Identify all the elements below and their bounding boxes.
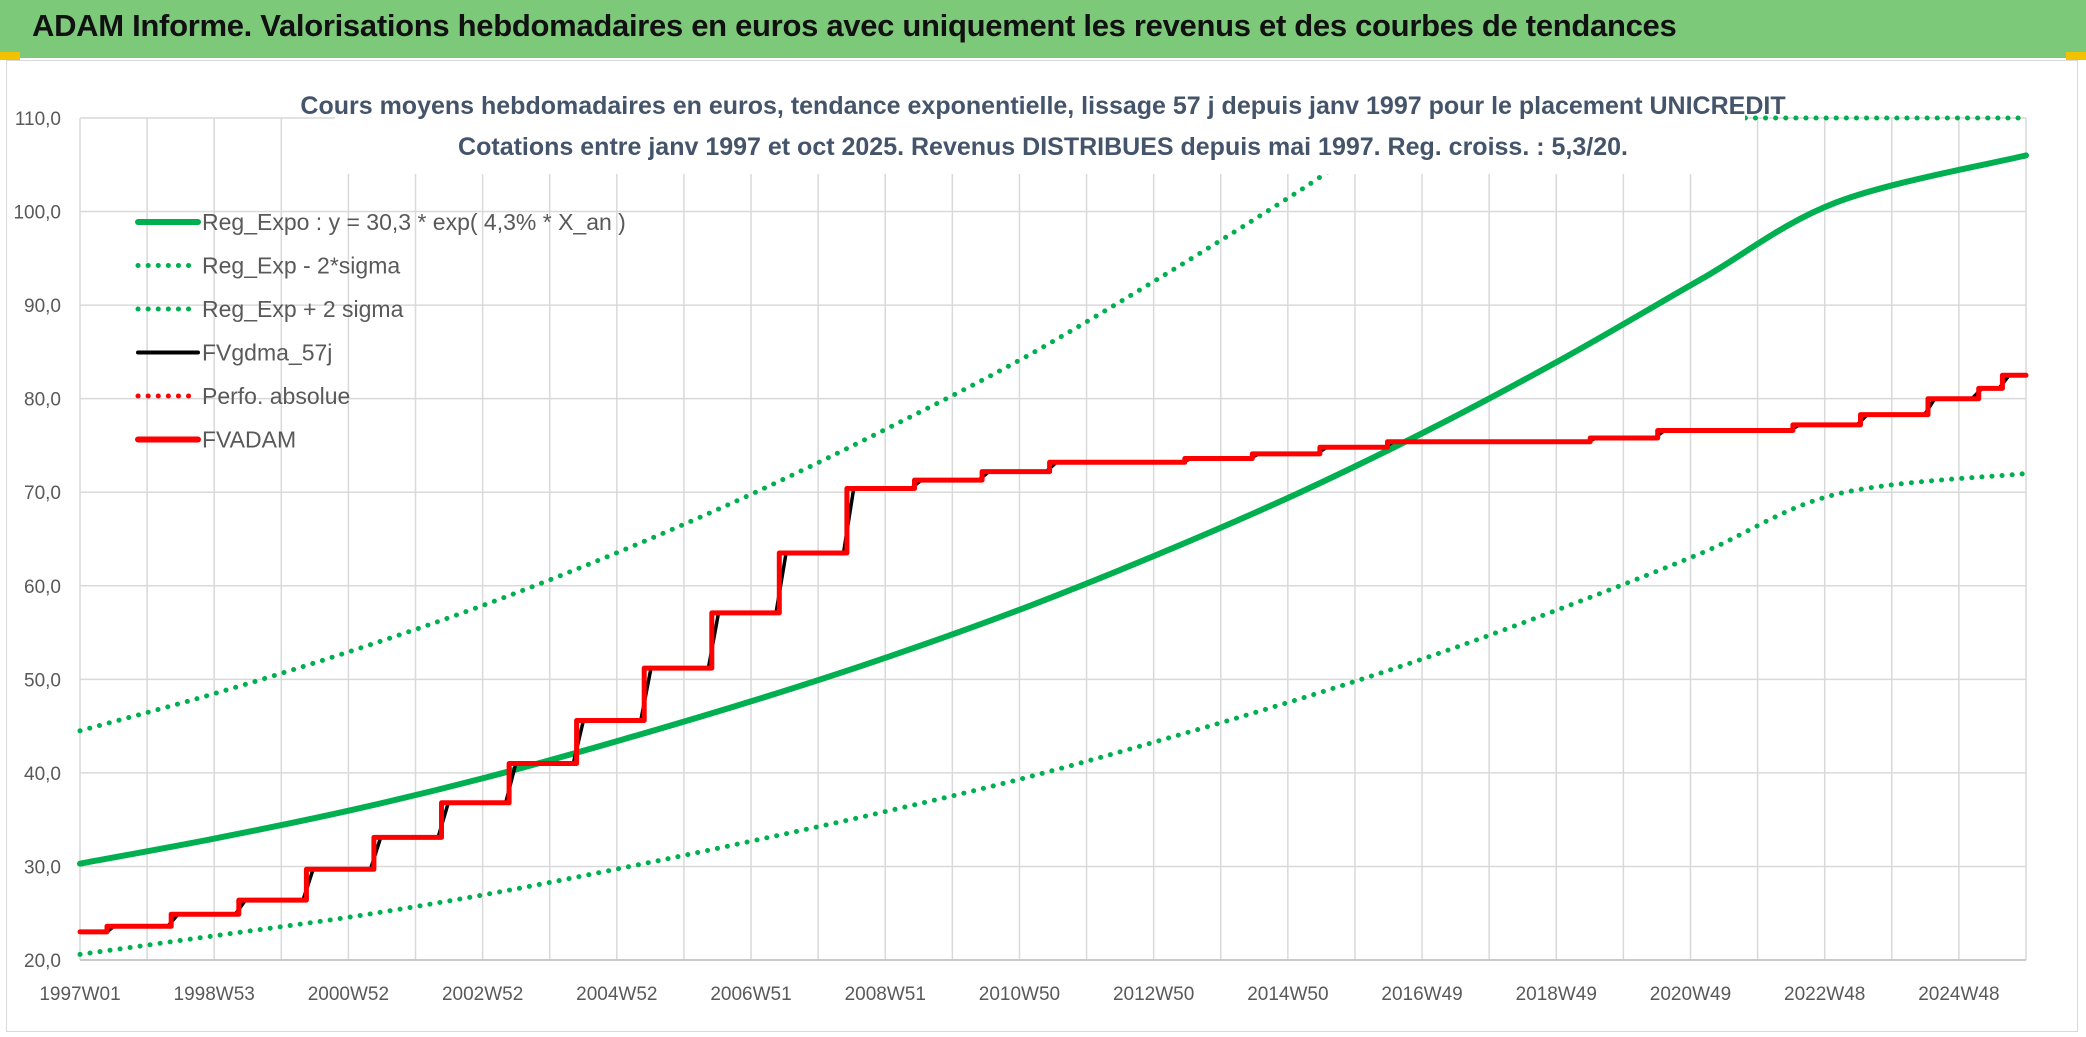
y-tick-label: 50,0: [24, 670, 61, 691]
y-tick-label: 40,0: [24, 764, 61, 785]
chart-title-line1: Cours moyens hebdomadaires en euros, ten…: [300, 92, 1785, 120]
series-layer: [77, 115, 2029, 957]
series-line-1: [77, 152, 2029, 867]
y-axis: 20,0 30,0 40,0 50,0 60,0 70,0 80,0 90,0 100,0 110…: [13, 109, 61, 972]
x-tick-label: 2012W50: [1113, 984, 1194, 1005]
x-tick-label: 2008W51: [845, 984, 926, 1005]
legend-label-3: Reg_Exp + 2 sigma: [202, 296, 404, 322]
y-tick-label: 70,0: [24, 483, 61, 504]
y-tick-label: 60,0: [24, 577, 61, 598]
y-tick-label: 110,0: [15, 109, 61, 130]
corner-marker-left: [0, 52, 20, 60]
y-tick-label: 90,0: [24, 296, 61, 317]
y-tick-label: 100,0: [13, 203, 61, 224]
x-tick-label: 2002W52: [442, 984, 523, 1005]
chart-frame: [6, 60, 2078, 1032]
legend-label-5: Perfo. absolue: [202, 383, 350, 409]
legend: Reg_Expo : y = 30,3 * exp( 4,3% * X_an )…: [135, 209, 626, 453]
y-tick-label: 30,0: [24, 857, 61, 878]
x-tick-label: 2020W49: [1650, 984, 1731, 1005]
corner-marker-right: [2066, 52, 2086, 60]
series-line-3: [77, 157, 1346, 734]
page-title: ADAM Informe. Valorisations hebdomadaire…: [32, 8, 1677, 43]
x-tick-label: 2016W49: [1381, 984, 1462, 1005]
x-tick-label: 2006W51: [710, 984, 791, 1005]
legend-label-6: FVADAM: [202, 427, 296, 453]
y-tick-label: 80,0: [24, 390, 61, 411]
x-tick-label: 2024W48: [1918, 984, 1999, 1005]
series-line-6: [77, 372, 2029, 935]
legend-label-4: FVgdma_57j: [202, 340, 332, 366]
x-tick-label: 2010W50: [979, 984, 1060, 1005]
y-tick-label: 20,0: [24, 951, 61, 972]
title-background: [335, 82, 1745, 174]
chart-title-line2: Cotations entre janv 1997 et oct 2025. R…: [458, 133, 1628, 161]
x-tick-label: 2004W52: [576, 984, 657, 1005]
x-tick-label: 2014W50: [1247, 984, 1328, 1005]
x-tick-label: 2022W48: [1784, 984, 1865, 1005]
series-line-2: [77, 471, 2029, 957]
x-axis: 1997W01 1998W53 2000W52 2002W52 2004W52 2006W…: [39, 959, 2026, 1005]
x-tick-label: 2018W49: [1516, 984, 1597, 1005]
x-tick-label: 1998W53: [174, 984, 255, 1005]
legend-label-1: Reg_Expo : y = 30,3 * exp( 4,3% * X_an ): [202, 209, 626, 235]
x-tick-label: 1997W01: [39, 984, 120, 1005]
grid-lines: [79, 117, 2027, 961]
legend-label-2: Reg_Exp - 2*sigma: [202, 253, 400, 279]
x-tick-label: 2000W52: [308, 984, 389, 1005]
header-bar: ADAM Informe. Valorisations hebdomadaire…: [0, 0, 2086, 58]
